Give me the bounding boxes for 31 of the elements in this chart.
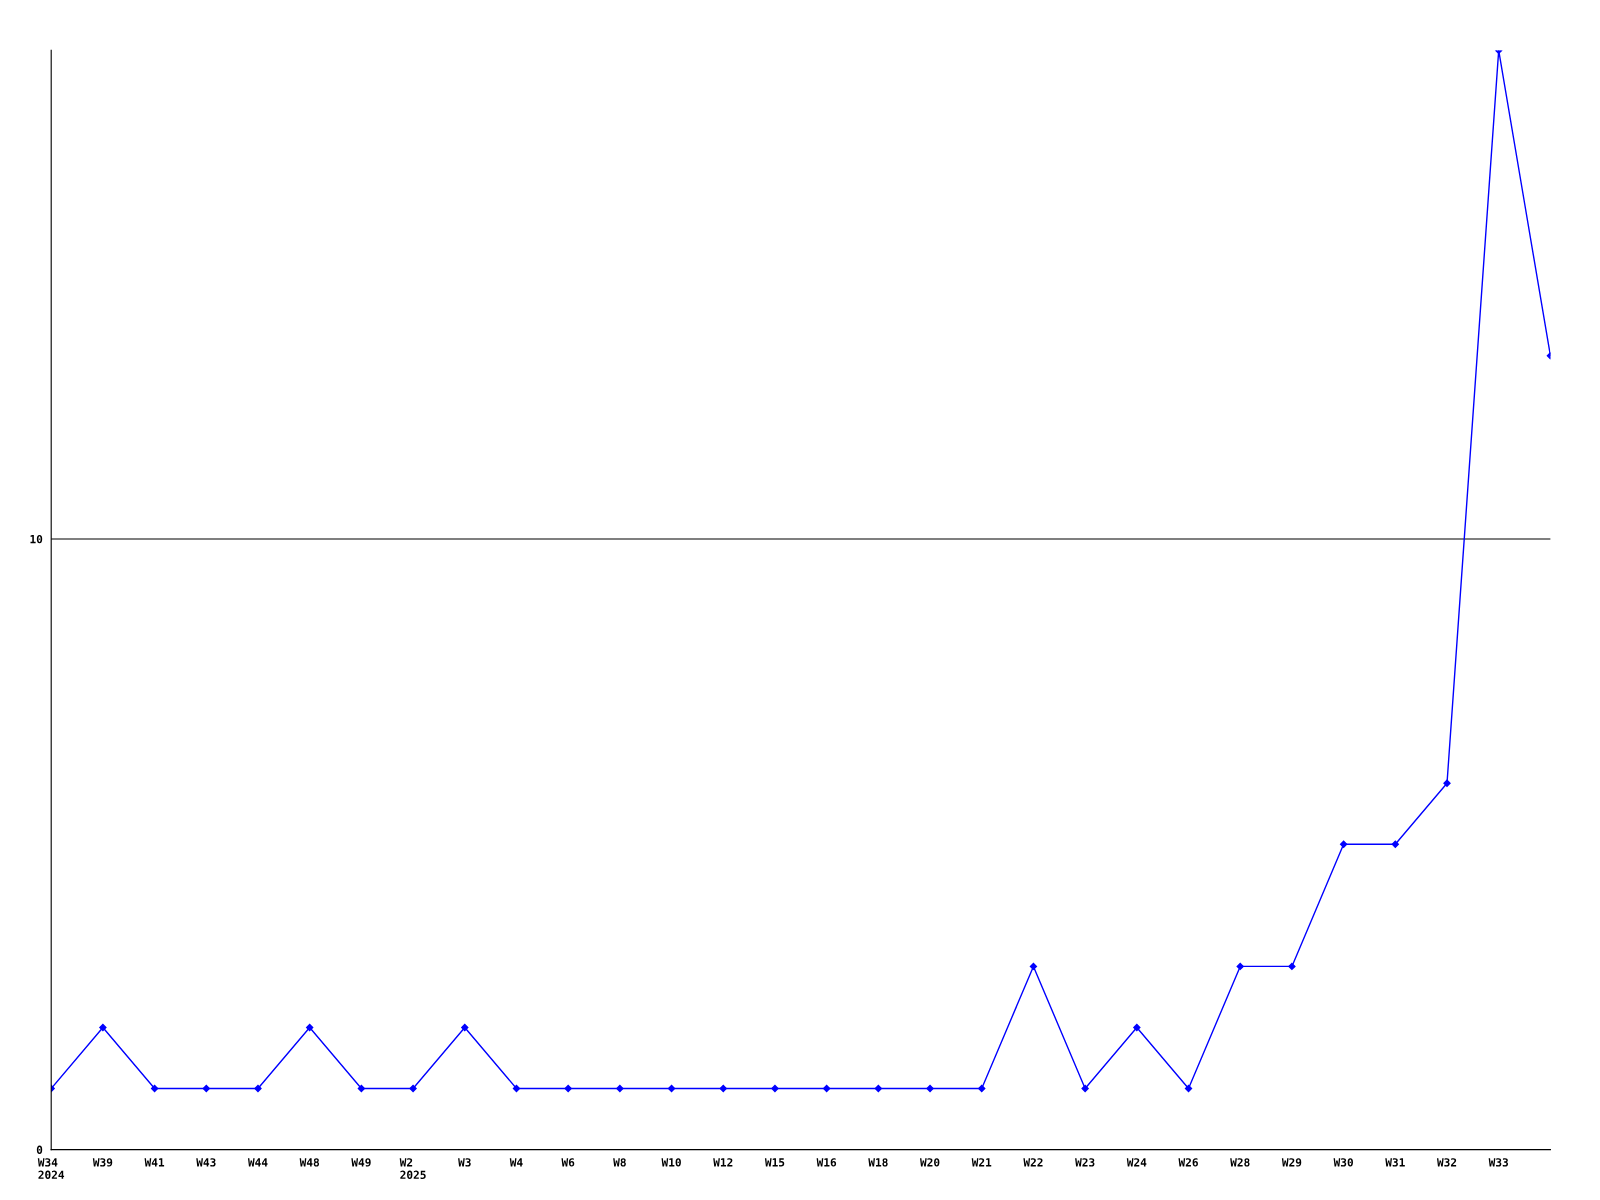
x-tick-label: W16 — [816, 1158, 837, 1167]
x-tick-label: W21 — [971, 1158, 992, 1167]
x-tick-label: W15 — [764, 1158, 785, 1167]
x-tick-label: W44 — [247, 1158, 268, 1167]
x-tick-label: W33 — [1488, 1158, 1509, 1167]
x-tick-label: W43 — [196, 1158, 216, 1167]
x-tick-label: W30 — [1333, 1158, 1353, 1167]
x-tick-label: W8 — [613, 1158, 626, 1167]
x-tick-label: W41 — [144, 1158, 165, 1167]
x-tick-label: W24 — [1126, 1158, 1147, 1167]
x-tick-label: W22 — [1023, 1158, 1043, 1167]
x-tick-label: W2 2025 — [399, 1158, 426, 1179]
x-tick-label: W20 — [920, 1158, 940, 1167]
x-tick-label: W12 — [713, 1158, 733, 1167]
x-tick-label: W3 — [458, 1158, 471, 1167]
x-tick-label: W10 — [661, 1158, 681, 1167]
x-tick-label: W32 — [1436, 1158, 1457, 1167]
x-tick-label: W18 — [868, 1158, 888, 1167]
x-tick-label: W31 — [1385, 1158, 1405, 1167]
x-tick-label: W23 — [1075, 1158, 1095, 1167]
x-tick-label: W29 — [1281, 1158, 1302, 1167]
x-tick-label: W28 — [1230, 1158, 1250, 1167]
x-tick-label: W39 — [92, 1158, 113, 1167]
y-tick-label: 0 — [36, 1145, 43, 1154]
x-tick-label: W48 — [299, 1158, 320, 1167]
x-tick-label: W34 2024 — [37, 1158, 65, 1179]
x-tick-label: W26 — [1178, 1158, 1198, 1167]
x-tick-label: W49 — [351, 1158, 371, 1167]
x-tick-label: W4 — [509, 1158, 523, 1167]
y-tick-label: 10 — [30, 534, 43, 544]
x-tick-label: W6 — [561, 1158, 575, 1167]
